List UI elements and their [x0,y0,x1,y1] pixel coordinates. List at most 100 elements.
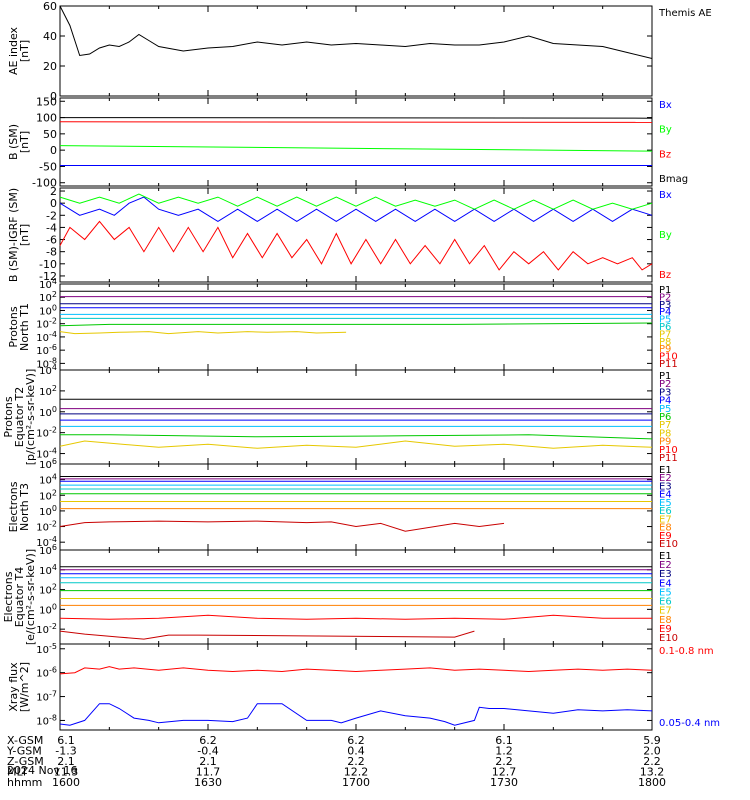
y-axis-label: [e/(cm²-s-sr-keV)] [24,549,37,645]
legend-0-05-0-4-nm: 0.05-0.4 nm [659,718,720,729]
x-annotation-value: 11.3 [54,766,79,779]
legend-p11: P11 [659,453,678,464]
panel-ae: 0 20 40 60 AE index[nT] Themis AE [7,0,712,103]
y-tick-label: -4 [46,221,57,234]
series-e10 [59,630,475,640]
legend-bx: Bx [659,100,672,111]
x-annotation-value: 13.2 [640,766,665,779]
series-p7 [59,440,653,449]
legend-e8: E8 [659,523,672,534]
y-tick-label: 104 [39,363,57,377]
y-tick-label: 100 [39,303,57,317]
x-annotation-value: 12.7 [492,766,517,779]
y-tick-label: 0 [50,90,57,103]
legend-e7: E7 [659,514,672,525]
y-tick-label: 106 [39,543,57,557]
legend-p8: P8 [659,428,671,439]
legend-p3: P3 [659,300,671,311]
panel-bsm: -100 -50 0 50 100 150 B (SM)[nT] Bx By Bz Bmag [7,95,688,189]
y-axis-label: Protons [2,396,15,437]
y-tick-label: 10-8 [36,713,57,727]
legend-e10: E10 [659,633,678,644]
legend-p11: P11 [659,359,678,370]
y-tick-label: 40 [43,30,57,43]
y-tick-label: 60 [43,0,57,13]
legend-p2: P2 [659,292,671,303]
legend-e7: E7 [659,606,672,617]
x-annotation-value: 1.2 [495,745,513,758]
series-themis-ae [59,5,653,59]
series-p7 [59,322,653,327]
legend-p10: P10 [659,445,678,456]
y-tick-label: -2 [46,209,57,222]
legend-bz: Bz [659,149,671,160]
y-tick-label: 10-4 [36,447,57,461]
x-annotation-row-label: hhmm [7,776,42,789]
series-0-05-0-4-nm [59,703,653,726]
legend-p10: P10 [659,352,678,363]
y-tick-label: 10-4 [36,330,57,344]
legend-p2: P2 [659,379,671,390]
panel-frame [59,5,653,97]
series-e9 [59,520,505,532]
x-annotation-value: 2.1 [199,755,217,768]
y-tick-label: 100 [36,112,57,125]
legend-p7: P7 [659,329,671,340]
legend-p7: P7 [659,420,671,431]
series-bmag [59,117,653,119]
x-annotation-value: 6.2 [199,734,217,747]
series-bz [59,220,653,271]
x-annotation-value: 12.2 [344,766,369,779]
x-annotation-value: 6.1 [57,734,75,747]
x-annotation-value: 2.2 [643,755,661,768]
y-tick-label: -12 [39,270,57,283]
x-annotation-value: 2.2 [495,755,513,768]
y-tick-label: 106 [39,457,57,471]
panel-frame [59,643,653,731]
legend-p8: P8 [659,337,671,348]
x-annotation-value: 6.1 [495,734,513,747]
legend-e9: E9 [659,531,672,542]
series-by [59,145,653,152]
x-annotation-value: 11.7 [196,766,221,779]
legend-e2: E2 [659,473,672,484]
legend-e4: E4 [659,578,672,589]
y-tick-label: 102 [39,384,57,398]
legend-e9: E9 [659,624,672,635]
legend-p9: P9 [659,344,671,355]
x-annotation-value: 1800 [638,776,666,789]
y-tick-label: -100 [32,177,57,190]
y-axis-label: Equator T2 [13,387,26,447]
legend-e6: E6 [659,506,672,517]
x-annotation-value: 1700 [342,776,370,789]
y-tick-label: 100 [39,504,57,518]
y-tick-label: 102 [39,583,57,597]
legend-p1: P1 [659,285,671,296]
y-axis-label: Electrons [2,571,15,622]
y-tick-label: 10-5 [36,642,57,656]
legend-e10: E10 [659,539,678,550]
legend-p5: P5 [659,404,671,415]
x-annotation-value: 2.0 [643,745,661,758]
y-tick-label: 10-2 [36,317,57,331]
y-axis-label: [W/m^2] [18,662,31,712]
x-annotation-row-label: Y-GSM [6,745,42,758]
y-axis-label: AE index [7,26,20,75]
x-annotation-value: 1600 [52,776,80,789]
panel-bres: -12-10-8-6-4-202 B (SM)-IGRF (SM)[nT] Bx By… [7,185,672,283]
series-e9 [59,614,652,620]
series-bx [59,196,653,222]
legend-e2: E2 [659,560,672,571]
y-axis-label: B (SM) [7,124,20,160]
x-annotation-row-label: X-GSM [7,734,43,747]
y-tick-label: -6 [46,234,57,247]
panel-frame [59,97,653,187]
legend-e4: E4 [659,490,672,501]
y-tick-label: 100 [39,602,57,616]
legend-bmag: Bmag [659,174,688,185]
x-annotation-value: -1.3 [55,745,76,758]
y-axis-label: North T1 [18,303,31,351]
x-annotation-value: 0.4 [347,745,365,758]
y-axis-label: [nT] [18,40,31,62]
